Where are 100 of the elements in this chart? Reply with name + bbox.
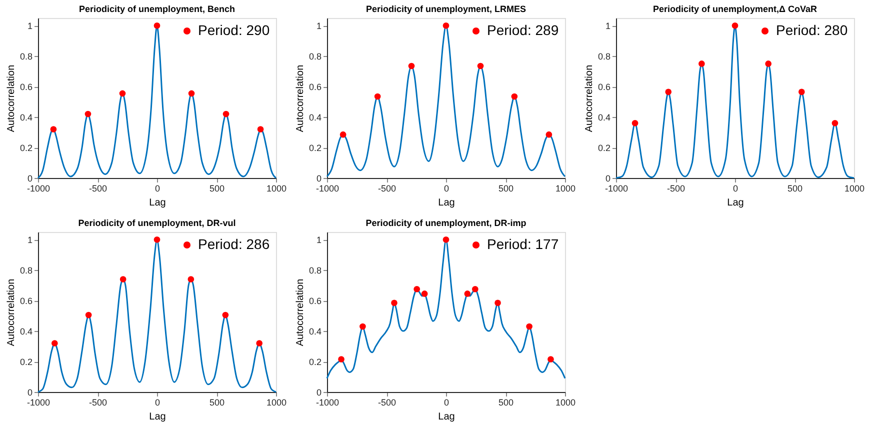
point [546,131,552,138]
y-tick-label: 0.4 [20,326,32,337]
y-tick-label: 0.6 [20,82,32,92]
point [832,120,838,126]
y-tick-label: 0.2 [308,357,322,368]
point [256,340,262,346]
y-tick-label: 0.2 [20,357,32,368]
chart-title: Periodicity of unemployment, DR-vul [78,218,236,228]
chart-title: Periodicity of unemployment, DR-imp [366,218,527,228]
chart-title: Periodicity of unemployment,Δ CoVaR [653,4,818,14]
point [494,300,501,306]
point [119,90,126,97]
x-tick-label: 500 [498,398,514,408]
y-tick-label: 1 [605,21,610,32]
x-tick-label: 1000 [266,184,287,194]
y-tick-label: 0.2 [308,143,322,154]
y-axis-title: Autocorrelation [294,278,306,346]
x-axis-title: Lag [438,198,455,208]
y-tick-label: 0.2 [598,143,610,154]
x-axis-title: Lag [149,412,166,422]
y-tick-label: 0.2 [20,143,32,154]
y-tick-label: 0.6 [598,82,610,92]
x-tick-label: -1000 [316,398,340,408]
point [188,90,195,97]
x-axis-title: Lag [149,198,166,208]
point [222,312,229,318]
point [188,276,194,282]
x-tick-label: 0 [444,184,450,194]
x-tick-label: 1000 [555,398,576,408]
y-tick-label: 0.4 [20,112,32,123]
legend-label: Period: 290 [198,22,270,38]
y-tick-label: 1 [316,235,322,246]
x-tick-label: 0 [154,398,160,408]
y-tick-label: 0 [27,388,32,398]
x-tick-label: 1000 [266,398,287,408]
y-axis-title: Autocorrelation [6,64,17,132]
point [472,286,478,292]
x-tick-label: -1000 [26,398,50,408]
point [442,22,450,29]
x-axis-title: Lag [438,412,455,422]
point [765,60,772,67]
chart-title: Periodicity of unemployment, LRMES [366,4,526,14]
legend-label: Period: 286 [198,236,270,252]
y-tick-label: 1 [27,21,32,32]
y-axis-title: Autocorrelation [584,64,595,132]
x-tick-label: 500 [498,184,514,194]
point [120,276,126,282]
point [798,88,805,96]
legend-label: Period: 280 [776,22,848,38]
point [464,290,471,297]
y-tick-label: 0.8 [20,266,32,276]
x-tick-label: 0 [444,398,450,408]
y-tick-label: 0 [316,174,322,184]
point [408,62,415,70]
point [85,312,92,318]
y-tick-label: 0.8 [308,52,322,62]
point [632,120,638,126]
chart-title: Periodicity of unemployment, Bench [78,4,236,14]
legend-label: Period: 289 [487,22,559,38]
x-tick-label: 500 [209,184,225,194]
point [698,60,705,67]
y-tick-label: 0.6 [20,296,32,306]
point [526,323,532,330]
point [84,110,92,118]
x-tick-label: 500 [787,184,803,194]
y-tick-label: 0.6 [308,296,322,306]
y-axis-title: Autocorrelation [294,64,306,132]
point [374,93,381,100]
point [665,88,672,96]
y-tick-label: 0 [316,388,322,398]
point [222,110,230,118]
point [732,22,738,29]
point [360,323,366,330]
x-tick-label: -500 [88,398,108,408]
x-axis-title: Lag [727,198,744,208]
point [340,131,346,138]
y-tick-label: 0.4 [598,112,610,123]
y-tick-label: 0.8 [598,52,610,62]
x-tick-label: 0 [732,184,738,194]
point [154,22,160,29]
y-tick-label: 0.8 [20,52,32,62]
y-tick-label: 0 [27,174,32,184]
point [50,126,57,132]
y-tick-label: 1 [316,21,322,32]
x-tick-label: -500 [378,184,396,194]
x-tick-label: -500 [666,184,686,194]
point [338,356,344,362]
y-tick-label: 0.8 [308,266,322,276]
x-tick-label: 1000 [844,184,865,194]
x-tick-label: -1000 [604,184,628,194]
y-tick-label: 1 [27,235,32,246]
legend-label: Period: 177 [487,236,559,252]
y-tick-label: 0.4 [308,326,322,337]
point [421,290,428,297]
x-tick-label: -500 [378,398,396,408]
point [414,286,420,292]
point [391,300,398,306]
y-tick-label: 0.6 [308,82,322,92]
point [52,340,58,346]
x-tick-label: 500 [209,398,225,408]
